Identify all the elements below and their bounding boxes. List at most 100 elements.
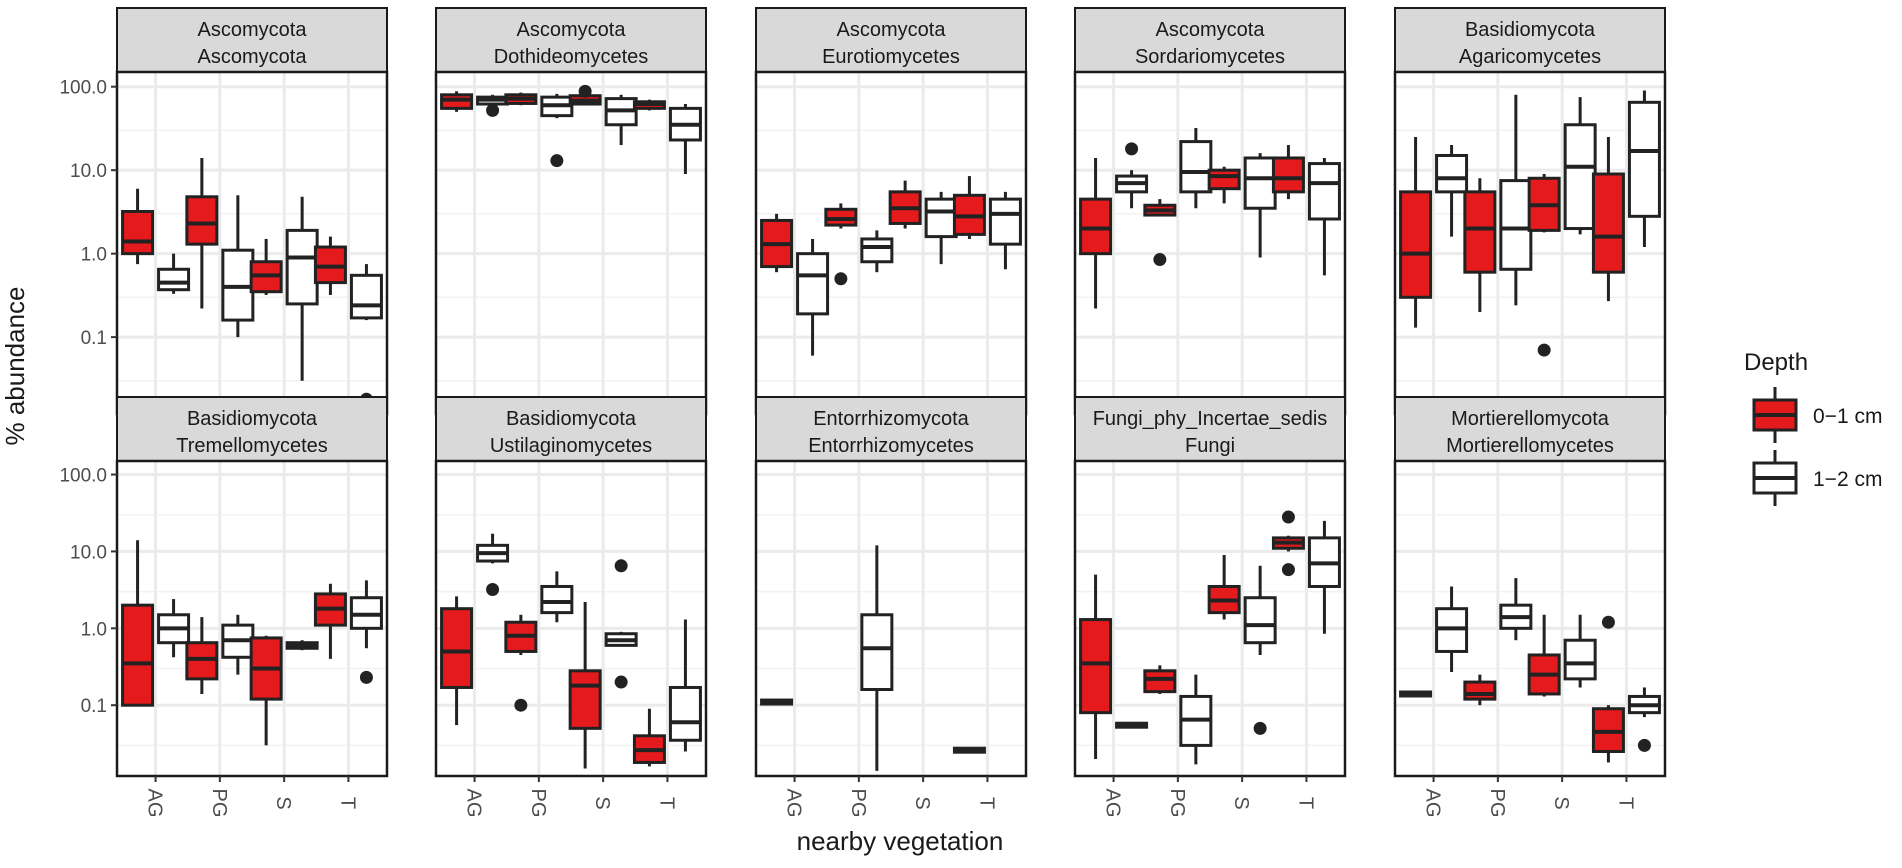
facet-label-line2: Agaricomycetes <box>1459 46 1601 68</box>
box-body <box>1627 100 1661 218</box>
panel-border <box>434 459 708 778</box>
x-tick-label: AG <box>144 789 166 818</box>
y-tick-label: 10.0 <box>70 161 107 182</box>
facet-strip <box>116 7 388 73</box>
x-tick-label: T <box>1294 797 1316 809</box>
box-AG-depth1 <box>440 91 474 112</box>
grid <box>1075 72 1345 414</box>
box-PG-depth2 <box>221 195 255 338</box>
box-T-depth1 <box>632 99 666 111</box>
legend-label: 0−1 cm <box>1813 405 1882 428</box>
x-tick-label: PG <box>1486 789 1508 818</box>
box-T-depth2 <box>349 580 383 684</box>
box-outlier <box>1125 142 1139 156</box>
box-body <box>1143 669 1177 694</box>
box-S-depth1 <box>1207 554 1241 620</box>
box-S-depth2 <box>1243 565 1277 735</box>
box-outlier <box>486 103 500 117</box>
legend-title: Depth <box>1744 349 1808 376</box>
box-outlier <box>1637 738 1651 752</box>
box-AG-depth2 <box>157 599 191 658</box>
facet-label-line2: Dothideomycetes <box>494 46 649 68</box>
box-body <box>1079 197 1113 256</box>
facet-label-line1: Basidiomycota <box>187 408 318 430</box>
facet-panel-6: Basidiomycota Ustilaginomycetes AG PG S T <box>434 396 708 818</box>
legend-key-1: 0−1 cm <box>1752 387 1882 443</box>
box-PG-depth1 <box>1463 178 1497 313</box>
box-AG-depth2 <box>1435 586 1469 673</box>
x-tick-label: T <box>975 797 997 809</box>
x-tick-label: AG <box>1422 789 1444 818</box>
box-body <box>157 267 191 292</box>
box-AG-depth1 <box>1079 157 1113 309</box>
box-outlier <box>578 84 592 98</box>
box-S-depth2 <box>604 94 638 146</box>
box-body <box>924 197 958 239</box>
box-T-depth1 <box>952 746 986 754</box>
box-AG-depth1 <box>121 188 155 265</box>
x-tick-label: PG <box>527 789 549 818</box>
x-tick-label: PG <box>208 789 230 818</box>
y-tick-label: 1.0 <box>81 619 107 640</box>
box-body <box>668 685 702 742</box>
box-T-depth2 <box>1307 520 1341 634</box>
box-AG-depth1 <box>760 698 794 706</box>
box-PG-depth1 <box>1143 199 1177 267</box>
box-T-depth1 <box>313 583 347 659</box>
box-PG-depth2 <box>1179 674 1213 765</box>
box-S-depth1 <box>568 601 602 769</box>
facet-strip <box>755 7 1027 73</box>
box-AG-depth2 <box>1115 721 1149 729</box>
box-outlier <box>1537 343 1551 357</box>
facet-label-line2: Ascomycota <box>198 46 308 68</box>
box-PG-depth2 <box>1499 578 1533 641</box>
panel-border <box>115 459 389 778</box>
box-body <box>440 607 474 689</box>
box-T-depth2 <box>1307 157 1341 276</box>
x-tick-label: T <box>1614 797 1636 809</box>
box-T-depth1 <box>1591 615 1625 763</box>
box-outlier <box>1601 615 1615 629</box>
box-T-depth1 <box>632 708 666 767</box>
box-body <box>1307 162 1341 221</box>
box-PG-depth2 <box>860 230 894 273</box>
box-T-depth1 <box>1591 136 1625 302</box>
y-tick-label: 1.0 <box>81 245 107 266</box>
box-PG-depth1 <box>185 617 219 694</box>
box-PG-depth1 <box>185 157 219 309</box>
y-tick-label: 10.0 <box>70 542 107 563</box>
x-tick-label: AG <box>783 789 805 818</box>
facet-label-line1: Basidiomycota <box>1465 19 1596 41</box>
box-S-depth2 <box>285 640 319 651</box>
panel-border <box>754 459 1028 778</box>
box-T-depth2 <box>988 191 1022 270</box>
box-outlier <box>359 670 373 684</box>
x-tick-label: S <box>591 796 613 809</box>
facet-label-line1: Ascomycota <box>517 19 627 41</box>
facet-label-line2: Eurotiomycetes <box>822 46 960 68</box>
facet-panel-7: Entorrhizomycota Entorrhizomycetes AG PG S T <box>754 396 1028 818</box>
box-body <box>540 584 574 615</box>
y-tick-label: 100.0 <box>59 78 107 99</box>
box-T-depth2 <box>349 264 383 406</box>
box-PG-depth2 <box>1499 94 1533 306</box>
box-PG-depth1 <box>824 203 858 286</box>
grid <box>117 461 387 776</box>
facet-strip <box>1074 7 1346 73</box>
x-tick-label: PG <box>1166 789 1188 818</box>
box-AG-depth1 <box>121 540 155 707</box>
box-body <box>1243 156 1277 210</box>
box-AG-depth2 <box>1115 142 1149 209</box>
box-PG-depth2 <box>540 571 574 623</box>
box-S-depth1 <box>1527 614 1561 697</box>
box-body <box>1435 153 1469 194</box>
box-body <box>1399 190 1433 299</box>
x-tick-label: T <box>655 797 677 809</box>
box-body <box>860 237 894 264</box>
box-AG-depth1 <box>1079 574 1113 759</box>
x-tick-label: S <box>1550 796 1572 809</box>
facet-label-line2: Ustilaginomycetes <box>490 435 652 457</box>
box-S-depth1 <box>888 180 922 229</box>
box-T-depth2 <box>668 104 702 174</box>
panels-layer: AscomycotaAscomycota100.010.01.00.1Ascom… <box>59 7 1667 818</box>
